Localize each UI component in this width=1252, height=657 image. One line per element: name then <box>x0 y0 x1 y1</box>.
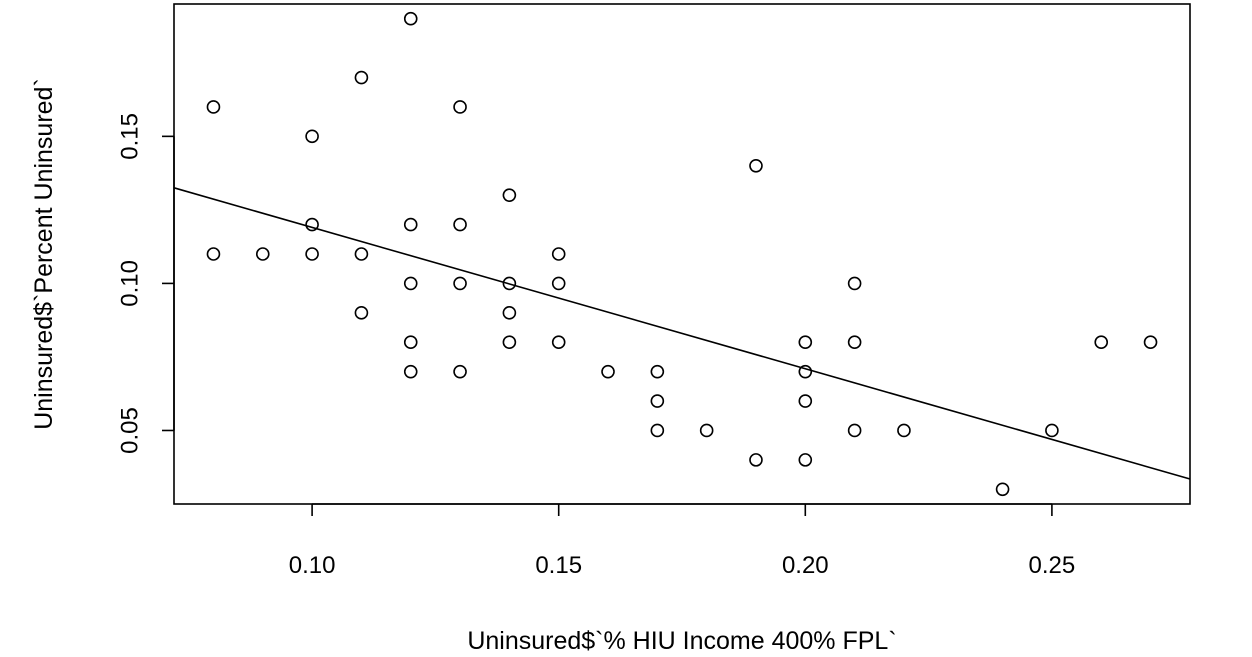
y-tick-label: 0.05 <box>117 407 144 454</box>
data-point <box>1143 335 1158 350</box>
data-point <box>551 276 566 291</box>
data-point <box>798 335 813 350</box>
data-point <box>403 11 418 26</box>
data-point <box>403 217 418 232</box>
data-point <box>847 276 862 291</box>
data-point <box>502 306 517 320</box>
data-point <box>601 364 615 379</box>
data-point <box>897 423 911 438</box>
data-point <box>305 129 319 144</box>
data-point <box>255 247 270 261</box>
data-point <box>403 276 418 291</box>
x-axis-title: Uninsured$`% HIU Income 400% FPL` <box>467 627 896 655</box>
x-tick-label: 0.15 <box>535 552 582 579</box>
data-point <box>453 364 467 379</box>
data-point <box>453 217 467 232</box>
data-point <box>453 276 467 291</box>
data-point <box>354 247 369 261</box>
data-point <box>847 423 862 438</box>
data-point <box>551 247 566 261</box>
data-point <box>354 306 369 320</box>
data-point <box>551 335 566 350</box>
plot-frame <box>173 3 1191 505</box>
data-point <box>650 394 665 408</box>
data-point <box>650 423 665 438</box>
data-point <box>1045 423 1059 438</box>
data-point <box>749 158 763 173</box>
data-point <box>699 423 714 438</box>
y-tick-label: 0.15 <box>117 113 144 160</box>
data-point <box>453 100 467 114</box>
x-tick-label: 0.10 <box>289 552 336 579</box>
data-point <box>305 247 319 261</box>
data-point <box>502 335 517 350</box>
x-tick-label: 0.20 <box>782 552 829 579</box>
data-point <box>1094 335 1109 350</box>
data-point <box>206 247 221 261</box>
data-point <box>403 335 418 350</box>
data-point <box>206 100 221 114</box>
data-point <box>847 335 862 350</box>
data-point <box>305 217 319 232</box>
data-point <box>749 453 763 467</box>
y-tick-label: 0.10 <box>117 260 144 307</box>
data-point <box>354 70 369 85</box>
data-point <box>502 188 517 202</box>
data-point <box>798 394 813 408</box>
data-point <box>403 364 418 379</box>
data-point <box>798 364 813 379</box>
data-point <box>995 482 1010 497</box>
regression-line <box>173 187 1191 480</box>
data-point <box>650 364 665 379</box>
y-axis-title: Uninsured$`Percent Uninsured` <box>30 78 58 430</box>
data-point <box>502 276 517 291</box>
data-point <box>798 453 813 467</box>
x-tick-label: 0.25 <box>1029 552 1076 579</box>
